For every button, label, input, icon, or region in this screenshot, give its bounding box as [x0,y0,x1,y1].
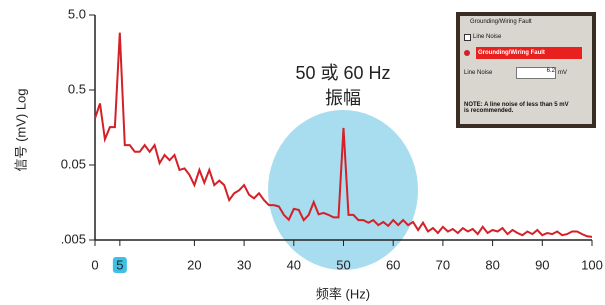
x-tick-label: 80 [485,257,499,272]
annotation: 50 或 60 Hz [295,63,390,83]
x-tick-label: 40 [287,257,301,272]
x-axis-title: 频率 (Hz) [316,286,370,301]
x-tick-label: 60 [386,257,400,272]
y-tick-label: 0.05 [61,156,86,171]
checkbox-label: Line Noise [473,34,501,40]
inset-screenshot: Grounding/Wiring Fault Line Noise Ground… [456,12,596,128]
y-tick-label: 0.5 [68,81,86,96]
x-tick-label: 90 [535,257,549,272]
y-tick-label: 5.0 [68,6,86,21]
annotation: 振幅 [325,88,361,108]
y-tick-label: .005 [61,231,86,246]
dialog-title: Grounding/Wiring Fault [470,19,532,25]
x-tick-label: 50 [336,257,350,272]
page: 50 或 60 Hz 振幅 信号 (mV) Log 频率 (Hz) .005 0.… [0,0,605,305]
unit: mV [558,70,567,76]
field-value: 6.2 [516,67,556,79]
dialog: Grounding/Wiring Fault Line Noise Ground… [460,16,592,124]
y-axis-title: 信号 (mV) Log [13,88,28,171]
x-tick-label: 30 [237,257,251,272]
x-tick-label: 20 [187,257,201,272]
x-tick-label: 100 [581,257,603,272]
alert-icon [464,50,470,56]
alert: Grounding/Wiring Fault [476,47,582,59]
x-tick-label: 5 [116,257,123,272]
field-label: Line Noise [464,70,492,76]
x-tick-label: 0 [91,257,98,272]
note: NOTE: A line noise of less than 5 mV is … [464,102,574,114]
x-tick-label: 70 [436,257,450,272]
checkbox [464,34,471,41]
